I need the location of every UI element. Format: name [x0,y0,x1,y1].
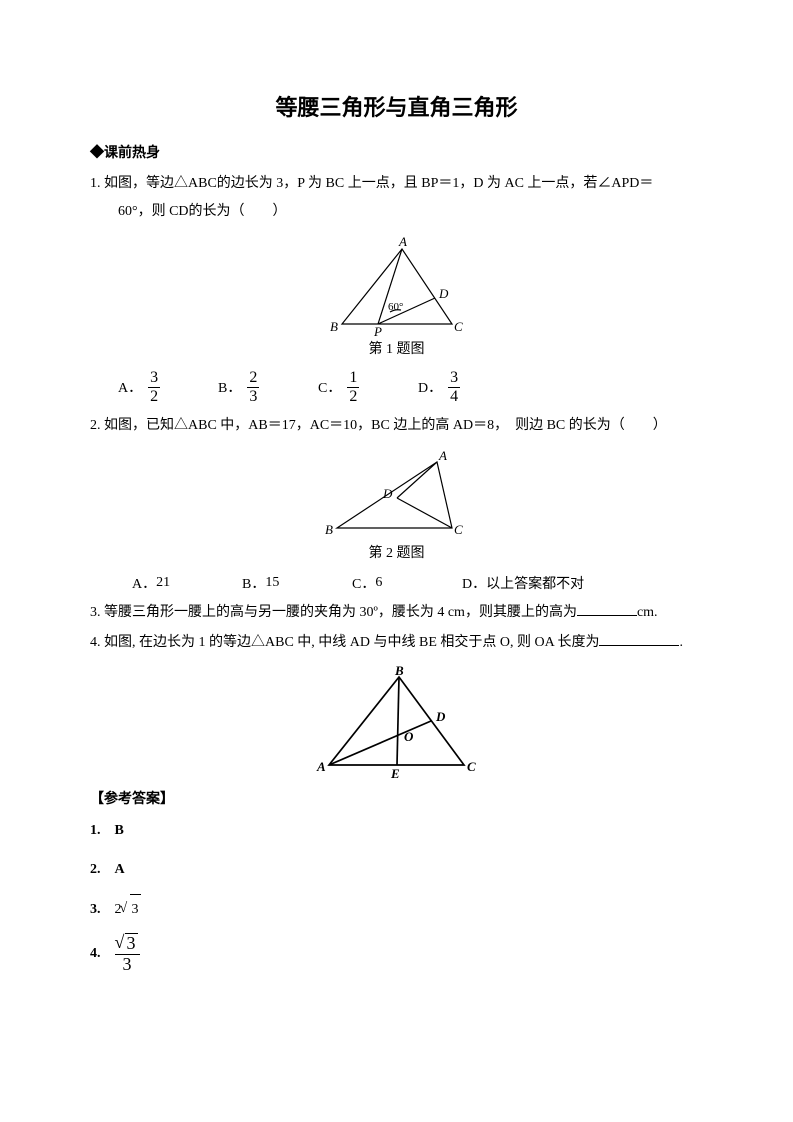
answer-3: 3. 23 [90,894,703,926]
question-4: 4. 如图, 在边长为 1 的等边△ABC 中, 中线 AD 与中线 BE 相交… [90,629,703,657]
q4-end: . [679,635,683,650]
q3-blank [577,601,637,616]
svg-text:60°: 60° [388,301,403,313]
section-warmup-head: ◆课前热身 [90,142,703,162]
question-2: 2. 如图，已知△ABC 中，AB＝17，AC＝10，BC 边上的高 AD＝8，… [90,412,703,440]
svg-text:O: O [404,729,414,744]
svg-text:B: B [394,665,404,678]
q1-svg: A B C P D 60° [302,234,492,339]
svg-text:D: D [435,709,446,724]
question-1: 1. 如图，等边△ABC的边长为 3，P 为 BC 上一点，且 BP＝1，D 为… [90,170,703,226]
svg-text:B: B [330,319,338,334]
q1-choices: A． 32 B． 23 C． 12 D． 34 [118,369,703,405]
q1-line1: 1. 如图，等边△ABC的边长为 3，P 为 BC 上一点，且 BP＝1，D 为… [90,170,703,198]
q1-choice-c: C． 12 [318,369,418,405]
q3-text: 3. 等腰三角形一腰上的高与另一腰的夹角为 30º，腰长为 4 cm，则其腰上的… [90,605,577,620]
q4-text: 4. 如图, 在边长为 1 的等边△ABC 中, 中线 AD 与中线 BE 相交… [90,635,599,650]
q1-choice-b: B． 23 [218,369,318,405]
svg-text:D: D [382,486,393,501]
q2-choice-a: A．21 [132,573,242,593]
question-3: 3. 等腰三角形一腰上的高与另一腰的夹角为 30º，腰长为 4 cm，则其腰上的… [90,599,703,627]
q2-text: 2. 如图，已知△ABC 中，AB＝17，AC＝10，BC 边上的高 AD＝8，… [90,412,703,440]
q2-choice-c: C．6 [352,573,462,593]
q1-caption: 第 1 题图 [90,339,703,361]
q3-unit: cm. [637,605,658,620]
page-title: 等腰三角形与直角三角形 [90,90,703,122]
q2-figure: A B C D 第 2 题图 [90,448,703,565]
q1-figure: A B C P D 60° 第 1 题图 [90,234,703,361]
q2-caption: 第 2 题图 [90,543,703,565]
page: 等腰三角形与直角三角形 ◆课前热身 1. 如图，等边△ABC的边长为 3，P 为… [0,0,793,1035]
q4-svg: A B C E D O [309,665,484,780]
svg-text:A: A [316,759,326,774]
svg-text:D: D [438,286,449,301]
svg-text:P: P [373,324,382,339]
svg-text:E: E [390,766,400,780]
svg-text:C: C [454,522,463,537]
answer-4: 4. 33 [90,933,703,975]
svg-text:C: C [467,759,476,774]
q4-figure: A B C E D O [90,665,703,780]
answer-2: 2. A [90,855,703,886]
q2-svg: A B C D [317,448,477,543]
svg-text:A: A [398,234,407,249]
answer-1: 1. B [90,816,703,847]
answers-head: 【参考答案】 [90,788,703,808]
svg-text:A: A [438,448,447,463]
q2-choice-d: D．以上答案都不对 [462,573,584,593]
q1-choice-d: D． 34 [418,369,518,405]
q2-choices: A．21 B．15 C．6 D．以上答案都不对 [132,573,703,593]
q4-blank [599,631,679,646]
svg-text:C: C [454,319,463,334]
q2-choice-b: B．15 [242,573,352,593]
q1-line2: 60°，则 CD的长为（ ） [90,198,703,226]
svg-text:B: B [325,522,333,537]
q1-choice-a: A． 32 [118,369,218,405]
